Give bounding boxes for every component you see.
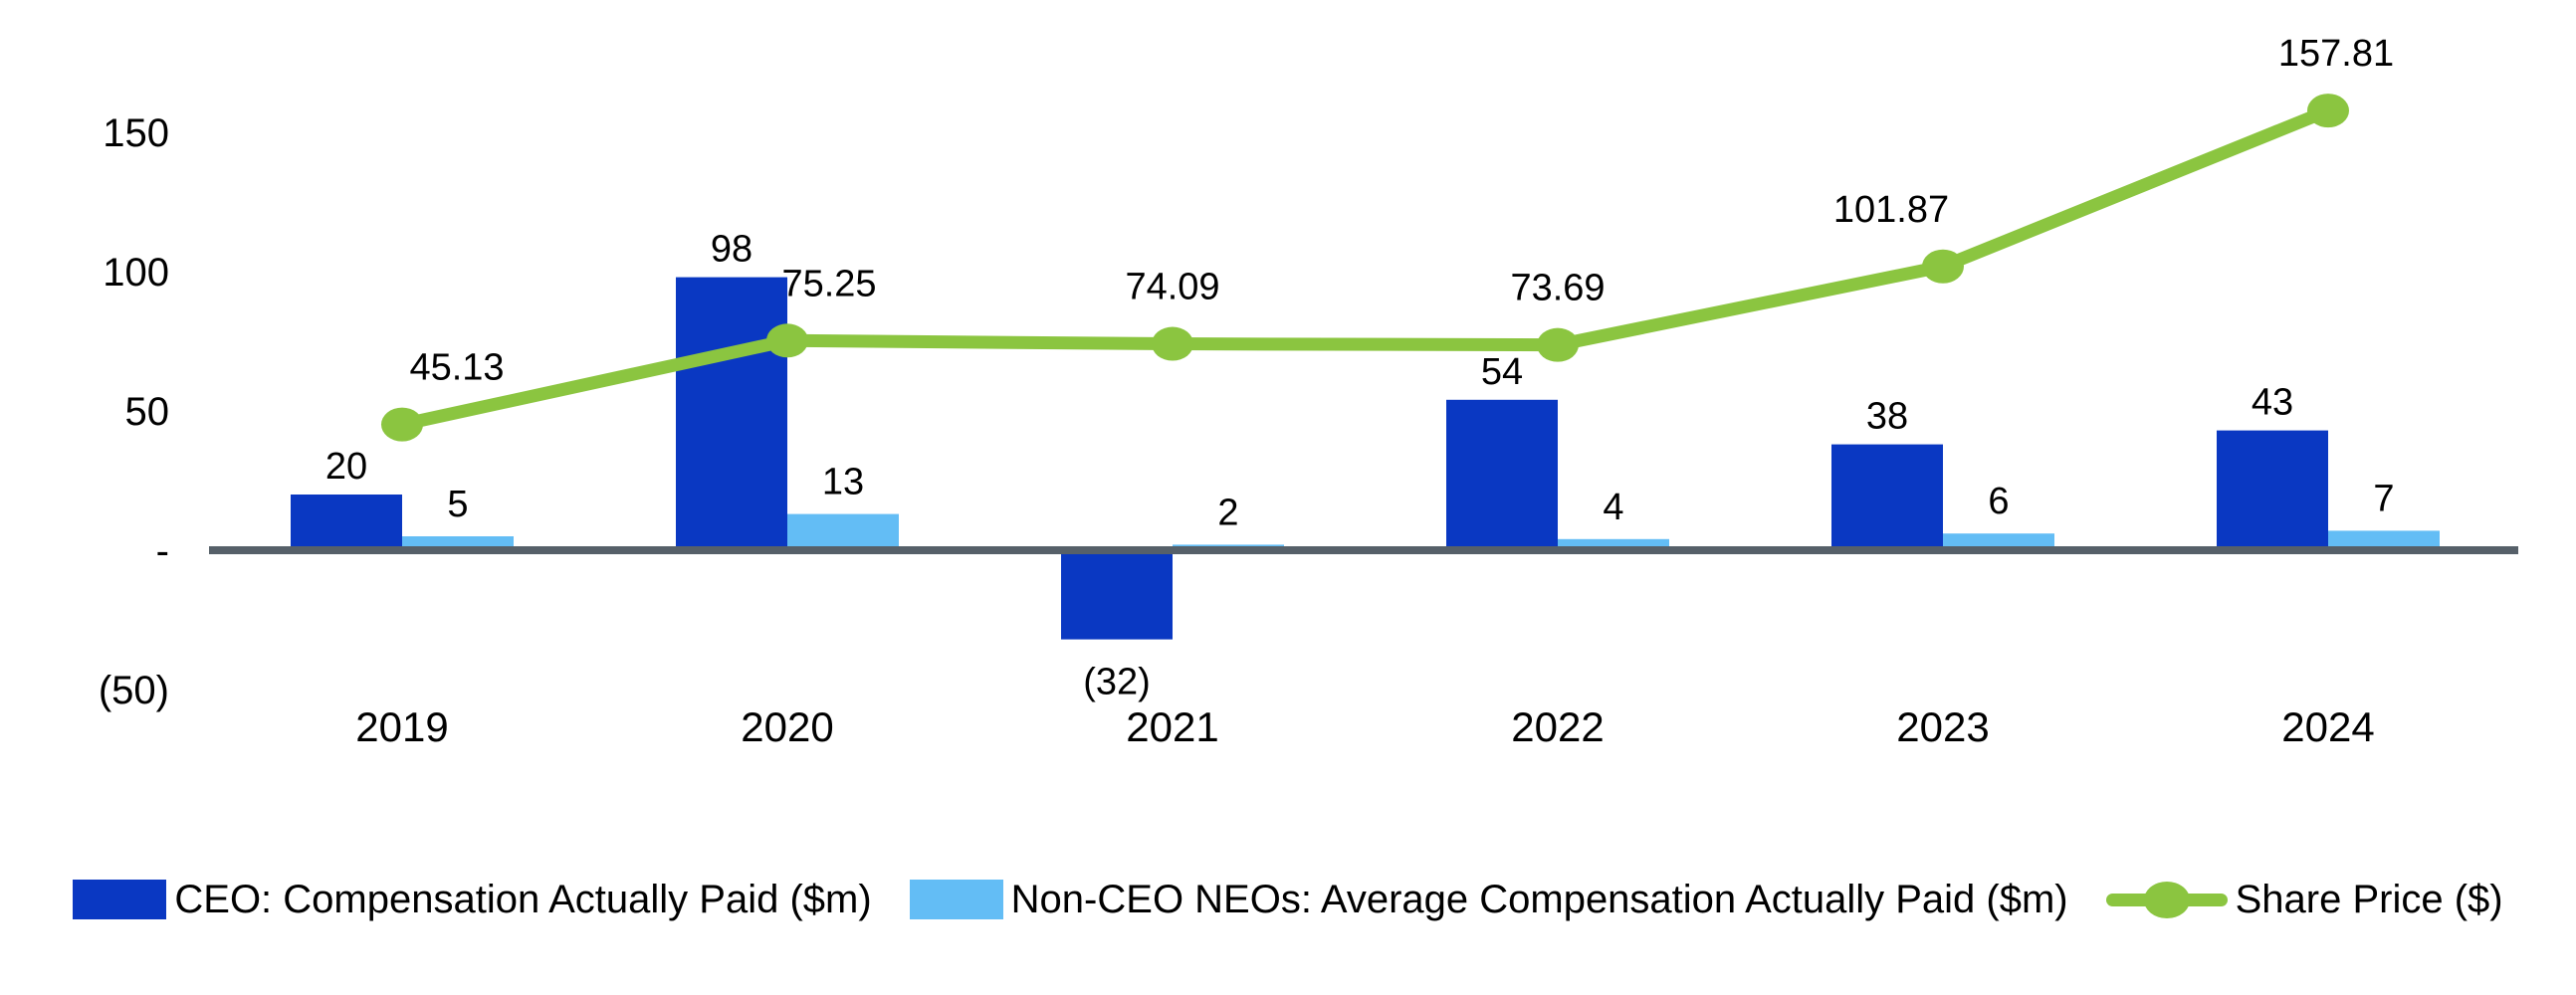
ceo-bar-label-2020: 98 <box>711 229 752 271</box>
ceo-bar-2022 <box>1446 399 1558 550</box>
neo-bar-swatch-icon <box>909 880 1003 919</box>
x-axis-line <box>209 546 2518 554</box>
share-price-marker-2019 <box>381 407 423 442</box>
x-axis-label-2022: 2022 <box>1511 703 1604 750</box>
x-axis-label-2023: 2023 <box>1896 703 1989 750</box>
x-axis-label-2020: 2020 <box>741 703 833 750</box>
share-price-label-2019: 45.13 <box>409 347 504 389</box>
ceo-bar-label-2022: 54 <box>1481 351 1523 393</box>
neo-bar-label-2023: 6 <box>1988 481 2009 522</box>
neo-bar-label-2021: 2 <box>1217 492 1238 533</box>
share-price-marker-2020 <box>766 323 808 358</box>
share-price-label-2020: 75.25 <box>781 263 876 304</box>
legend-item-ceo: CEO: Compensation Actually Paid ($m) <box>73 878 872 921</box>
neo-bar-2022 <box>1558 538 1669 550</box>
share-price-marker-2022 <box>1537 327 1579 362</box>
x-axis-label-2019: 2019 <box>355 703 448 750</box>
share-price-label-2022: 73.69 <box>1510 268 1605 309</box>
line-swatch-marker <box>2143 882 2190 918</box>
legend-label-share-price: Share Price ($) <box>2235 878 2503 921</box>
y-axis-tick-150: 150 <box>103 111 169 155</box>
ceo-bar-label-2023: 38 <box>1866 396 1908 438</box>
ceo-bar-2020 <box>676 277 787 550</box>
ceo-bar-label-2019: 20 <box>325 446 367 488</box>
neo-bar-label-2022: 4 <box>1603 487 1623 528</box>
x-axis-label-2024: 2024 <box>2281 703 2374 750</box>
legend-label-ceo: CEO: Compensation Actually Paid ($m) <box>174 878 872 921</box>
share-price-line <box>395 103 2335 432</box>
share-price-line-swatch-icon <box>2105 878 2228 921</box>
legend-item-share-price: Share Price ($) <box>2105 878 2503 921</box>
chart-canvas: 150 100 50 - (50) 20 5 45.13 2019 98 13 75.25 2020 (3… <box>99 33 2518 750</box>
y-axis-tick--: - <box>156 529 169 573</box>
ceo-bar-2023 <box>1831 444 1943 550</box>
x-axis-label-2021: 2021 <box>1126 703 1218 750</box>
neo-bar-label-2020: 13 <box>822 462 864 503</box>
neo-bar-2024 <box>2328 530 2440 550</box>
share-price-marker-2024 <box>2307 94 2349 128</box>
y-axis-tick-(50): (50) <box>99 669 169 712</box>
share-price-label-2024: 157.81 <box>2278 33 2394 75</box>
neo-bar-label-2024: 7 <box>2373 478 2394 519</box>
ceo-bar-2024 <box>2217 430 2328 550</box>
share-price-label-2021: 74.09 <box>1125 267 1219 308</box>
ceo-bar-2021 <box>1061 550 1173 640</box>
y-axis-tick-50: 50 <box>125 390 170 434</box>
share-price-marker-2021 <box>1152 326 1193 361</box>
chart-legend: CEO: Compensation Actually Paid ($m) Non… <box>0 878 2576 921</box>
neo-bar-2023 <box>1943 533 2054 550</box>
legend-item-neo: Non-CEO NEOs: Average Compensation Actua… <box>909 878 2068 921</box>
neo-bar-2020 <box>787 513 899 550</box>
share-price-marker-2023 <box>1922 249 1964 284</box>
share-price-label-2023: 101.87 <box>1833 189 1949 231</box>
ceo-bar-2019 <box>291 495 402 550</box>
ceo-bar-label-2021: (32) <box>1083 662 1151 703</box>
ceo-bar-label-2024: 43 <box>2252 382 2293 424</box>
y-axis-tick-100: 100 <box>103 251 169 295</box>
neo-bar-label-2019: 5 <box>447 484 468 525</box>
ceo-bar-swatch-icon <box>73 880 167 919</box>
legend-label-neo: Non-CEO NEOs: Average Compensation Actua… <box>1010 878 2068 921</box>
